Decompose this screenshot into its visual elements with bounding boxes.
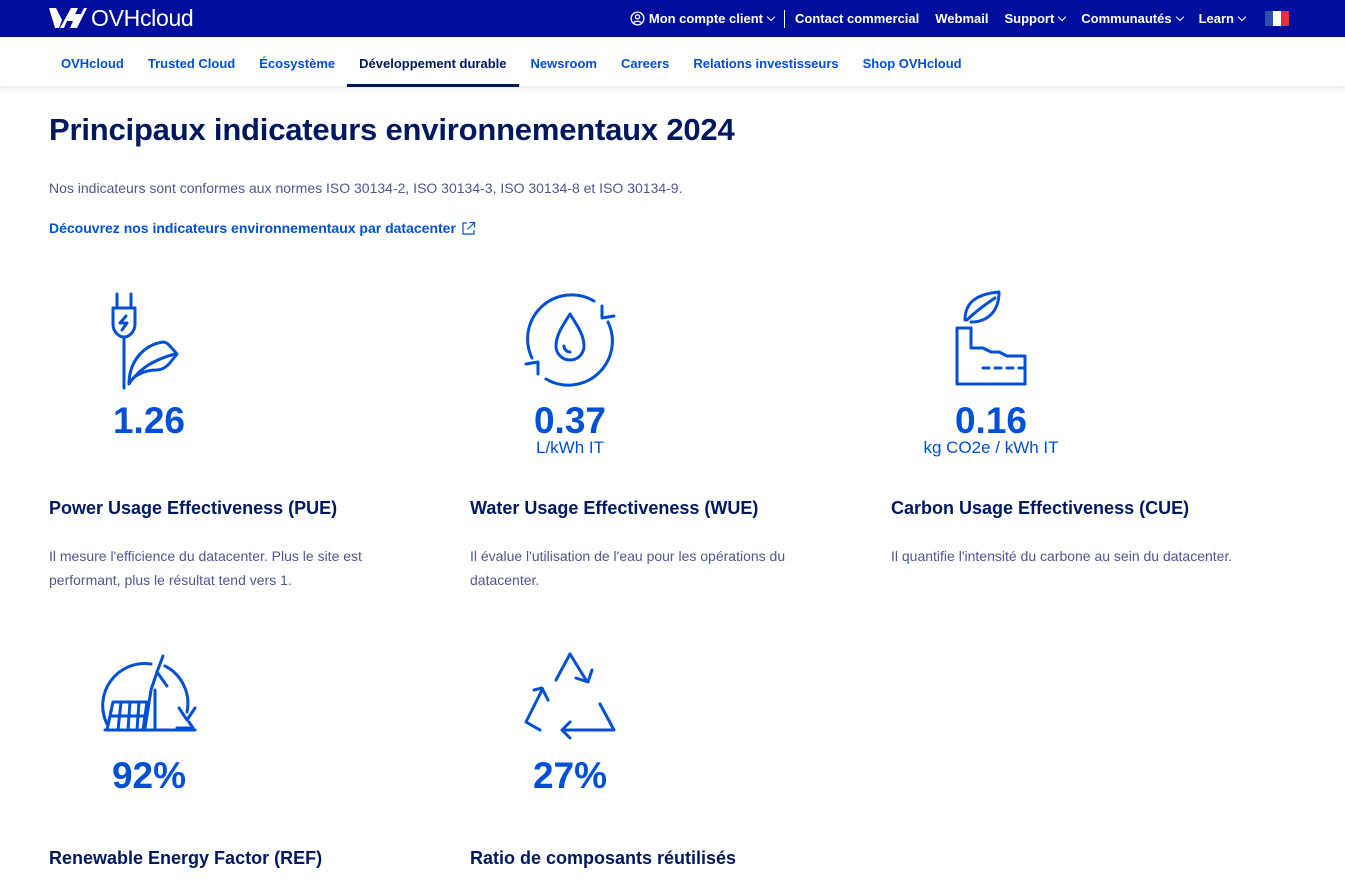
tab-ecosysteme[interactable]: Écosystème <box>259 56 336 71</box>
indicator-description: Il quantifie l'intensité du carbone au s… <box>891 548 1233 564</box>
tab-shop-ovhcloud[interactable]: Shop OVHcloud <box>862 56 962 71</box>
contact-sales-link[interactable]: Contact commercial <box>795 11 919 26</box>
chevron-down-icon <box>1175 12 1184 21</box>
support-label: Support <box>1004 11 1055 26</box>
datacenter-indicators-link[interactable]: Découvrez nos indicateurs environnementa… <box>49 220 476 236</box>
support-menu[interactable]: Support <box>1004 11 1067 26</box>
communities-label: Communautés <box>1081 11 1172 26</box>
learn-label: Learn <box>1198 11 1234 26</box>
tab-newsroom[interactable]: Newsroom <box>530 56 597 71</box>
indicator-name: Ratio de composants réutilisés <box>470 848 737 868</box>
my-account-menu[interactable]: Mon compte client <box>630 11 776 26</box>
webmail-link[interactable]: Webmail <box>935 11 988 26</box>
indicator-value: 27% <box>532 755 608 796</box>
page-title: Principaux indicateurs environnementaux … <box>49 112 735 147</box>
chevron-down-icon <box>766 12 776 21</box>
chevron-down-icon <box>1058 12 1067 21</box>
tab-relations-investisseurs[interactable]: Relations investisseurs <box>693 56 839 71</box>
indicator-name: Carbon Usage Effectiveness (CUE) <box>891 498 1190 518</box>
tab-developpement-durable[interactable]: Développement durable <box>347 37 519 87</box>
indicator-value: 0.37 <box>533 400 606 441</box>
indicator-value: 92% <box>111 755 187 796</box>
top-bar: OVHcloud Mon compte client Contact comme… <box>0 0 1345 37</box>
indicator-name: Renewable Energy Factor (REF) <box>49 848 323 868</box>
water-cycle-icon <box>524 293 616 387</box>
chevron-down-icon <box>1237 12 1247 21</box>
renewable-energy-icon <box>101 654 197 732</box>
indicator-unit: L/kWh IT <box>535 438 604 457</box>
recycle-icon <box>524 652 616 740</box>
indicator-name: Power Usage Effectiveness (PUE) <box>49 498 338 518</box>
datacenter-indicators-label: Découvrez nos indicateurs environnementa… <box>49 220 456 236</box>
tab-trusted-cloud[interactable]: Trusted Cloud <box>147 56 236 71</box>
logo-text: OVHcloud <box>91 4 194 31</box>
user-icon <box>630 11 645 26</box>
factory-leaf-icon <box>955 290 1027 386</box>
ovhcloud-logo[interactable]: OVHcloud <box>48 4 194 31</box>
indicator-value: 1.26 <box>112 400 185 441</box>
top-nav: Mon compte client Contact commercial Web… <box>630 0 1289 37</box>
communities-menu[interactable]: Communautés <box>1081 11 1184 26</box>
contact-sales-label: Contact commercial <box>794 11 920 26</box>
tab-careers[interactable]: Careers <box>620 56 670 71</box>
tab-ovhcloud[interactable]: OVHcloud <box>61 56 124 71</box>
intro-text: Nos indicateurs sont conformes aux norme… <box>49 180 683 196</box>
sub-nav: OVHcloud Trusted Cloud Écosystème Dévelo… <box>0 37 1345 87</box>
indicator-value: 0.16 <box>954 400 1027 441</box>
plug-leaf-icon <box>111 292 179 390</box>
ovhcloud-logo-icon <box>49 8 87 28</box>
webmail-label: Webmail <box>935 11 989 26</box>
nav-divider <box>783 9 785 28</box>
indicator-description: Il mesure l'efficience du datacenter. Pl… <box>49 548 362 588</box>
indicator-description: Il évalue l'utilisation de l'eau pour le… <box>470 548 786 588</box>
external-link-icon <box>462 221 476 235</box>
france-flag-icon[interactable] <box>1265 11 1289 26</box>
indicator-unit: kg CO2e / kWh IT <box>923 438 1059 457</box>
indicator-name: Water Usage Effectiveness (WUE) <box>470 498 759 518</box>
learn-menu[interactable]: Learn <box>1198 11 1247 26</box>
my-account-label: Mon compte client <box>648 11 763 26</box>
